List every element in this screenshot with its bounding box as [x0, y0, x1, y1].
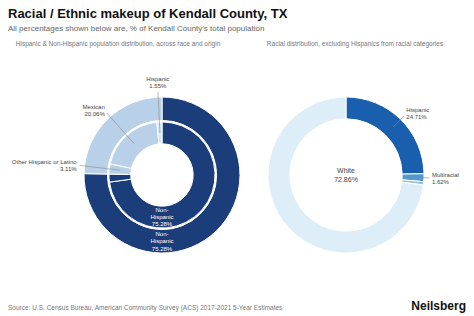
- slice-label-line: 1.62%: [432, 179, 450, 185]
- slice-label-line: 75.28%: [152, 246, 173, 252]
- donut-slice: [268, 97, 423, 253]
- slice-label-line: Mexican: [82, 104, 104, 110]
- leader-line: [80, 165, 121, 170]
- slice-label-line: 20.06%: [84, 111, 105, 117]
- title-line: Racial / Ethnic makeup of Kendall County…: [8, 6, 288, 21]
- slice-label-line: Non-: [155, 231, 168, 237]
- slice-label-line: Hispanic: [406, 107, 429, 113]
- slice-label-line: 3.11%: [60, 166, 77, 172]
- chart-root: Racial / Ethnic makeup of Kendall County…: [0, 0, 474, 316]
- subtitle-line: All percentages shown below are, % of Ke…: [8, 24, 264, 33]
- background: [0, 0, 474, 316]
- donut: [268, 97, 424, 253]
- slice-label: Mexican20.06%: [82, 104, 105, 117]
- slice-label-line: White: [337, 167, 355, 174]
- donut-slice: [84, 97, 240, 253]
- slice-label-line: Hispanic: [150, 238, 173, 244]
- slice-label-line: Hispanic: [146, 76, 169, 82]
- leader-line: [393, 116, 404, 127]
- chart-title-line: Racial distribution, excluding Hispanics…: [267, 40, 444, 48]
- leader-line: [413, 177, 429, 179]
- slice-label-line: Non-: [155, 207, 168, 213]
- slice-label: Non-Hispanic75.28%: [150, 207, 173, 227]
- slice-label: Multiracial1.62%: [432, 172, 459, 185]
- slice-label: Hispanic1.55%: [146, 76, 169, 89]
- chart-title-line: Hispanic & Non-Hispanic population distr…: [16, 40, 221, 48]
- source: Source: U.S. Census Bureau, American Com…: [8, 304, 283, 312]
- brand-line: Neilsberg: [411, 299, 466, 313]
- donut: [84, 97, 240, 253]
- title: Racial / Ethnic makeup of Kendall County…: [8, 6, 288, 21]
- slice-label-line: 75.28%: [152, 221, 173, 227]
- slice-label-line: 1.55%: [149, 83, 167, 89]
- brand: Neilsberg: [411, 299, 466, 313]
- chart-title: Hispanic & Non-Hispanic population distr…: [16, 40, 221, 48]
- page: {"title": "Racial / Ethnic makeup of Ken…: [0, 0, 474, 316]
- slice-label-line: 24.71%: [406, 114, 427, 120]
- leader-line: [107, 113, 134, 144]
- subtitle: All percentages shown below are, % of Ke…: [8, 24, 264, 33]
- slice-label-line: Hispanic: [150, 214, 173, 220]
- slice-label: White 72.86%: [334, 167, 358, 182]
- slice-label: Other Hispanic or Latino3.11%: [12, 159, 77, 172]
- slice-label-line: 72.86%: [334, 176, 358, 183]
- chart-title: Racial distribution, excluding Hispanics…: [267, 40, 444, 48]
- donut-slice: [109, 174, 131, 182]
- leader-line: [158, 92, 160, 133]
- slice-label-line: Other Hispanic or Latino: [12, 159, 77, 165]
- donut-slice: [110, 122, 159, 168]
- slice-label: Hispanic24.71%: [406, 107, 429, 120]
- slice-label-line: Multiracial: [432, 172, 459, 178]
- source-line: Source: U.S. Census Bureau, American Com…: [8, 304, 283, 312]
- donut-slice: [109, 122, 215, 228]
- slice-label: Non-Hispanic 75.28%: [150, 231, 173, 251]
